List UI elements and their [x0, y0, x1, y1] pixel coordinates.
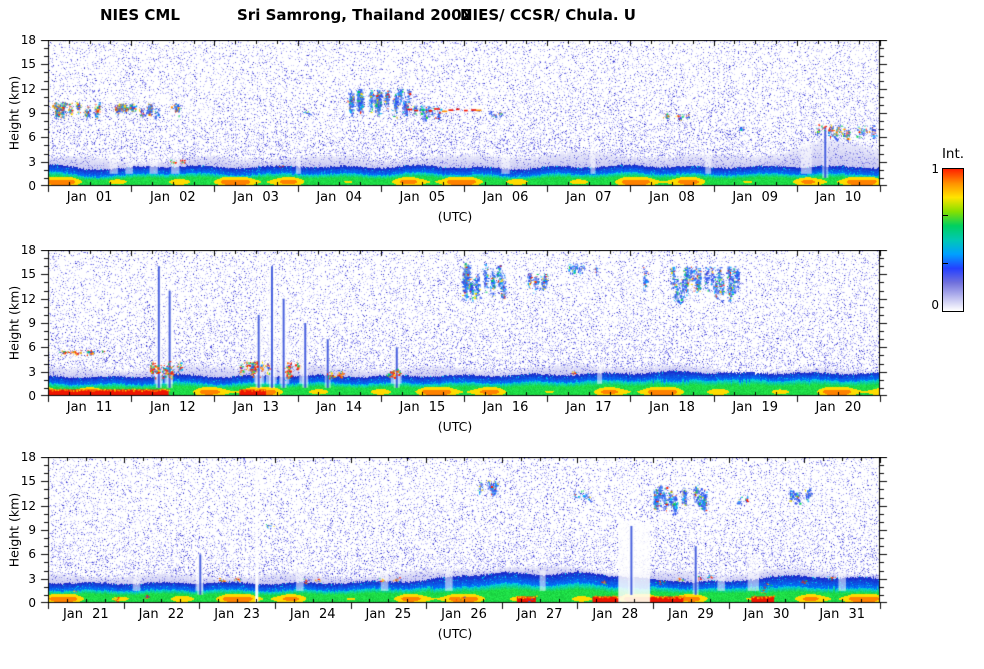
panel-2: 0 3 6 9 12 15 18 Jan 11 Jan 12 Jan 13 Jan 14 Jan 15…	[0, 243, 984, 440]
utc-axis-label: (UTC)	[437, 626, 473, 641]
y-tick-label: 15	[20, 267, 36, 281]
y-tick-label: 6	[28, 340, 36, 354]
x-tick-label: Jan 16	[482, 400, 529, 415]
x-tick-label: Jan 29	[668, 607, 714, 622]
colorbar-gradient	[942, 168, 964, 312]
x-tick-label: Jan 08	[649, 190, 695, 205]
height-axis-label: Height (km)	[6, 285, 22, 361]
x-tick-label: Jan 24	[289, 607, 336, 622]
y-tick-label: 6	[28, 547, 36, 561]
credit-title: NIES/ CCSR/ Chula. U	[460, 6, 636, 24]
y-tick-label: 6	[28, 130, 36, 144]
x-tick-label: Jan 09	[732, 190, 779, 205]
x-tick-label: Jan 27	[516, 607, 563, 622]
y-tick-label: 12	[20, 292, 36, 306]
y-tick-label: 9	[28, 316, 36, 330]
y-tick-label: 12	[20, 82, 36, 96]
y-tick-label: 0	[28, 596, 36, 610]
x-tick-label: Jan 22	[138, 607, 185, 622]
x-tick-label: Jan 20	[815, 400, 862, 415]
utc-axis-label: (UTC)	[437, 209, 473, 224]
y-tick-label: 18	[20, 243, 36, 257]
x-tick-label: Jan 10	[815, 190, 862, 205]
height-axis-label: Height (km)	[6, 75, 22, 151]
y-tick-label: 15	[20, 474, 36, 488]
lidar-heatmap-canvas-panel-2	[40, 250, 888, 403]
colorbar-label: Int.	[941, 146, 965, 162]
y-tick-label: 9	[28, 523, 36, 537]
x-tick-label: Jan 07	[565, 190, 612, 205]
x-tick-label: Jan 02	[149, 190, 196, 205]
x-tick-label: Jan 03	[233, 190, 279, 205]
lidar-heatmap-canvas-panel-1	[40, 40, 888, 193]
x-tick-label: Jan 25	[365, 607, 412, 622]
colorbar-tick	[943, 215, 948, 216]
x-tick-label: Jan 21	[62, 607, 109, 622]
x-tick-label: Jan 30	[743, 607, 790, 622]
y-tick-label: 9	[28, 106, 36, 120]
y-tick-label: 12	[20, 499, 36, 513]
colorbar-max-tick-label: 1	[931, 162, 939, 176]
x-tick-label: Jan 31	[819, 607, 866, 622]
x-tick-label: Jan 23	[214, 607, 260, 622]
y-tick-label: 18	[20, 450, 36, 464]
y-tick-label: 3	[28, 572, 36, 586]
x-tick-label: Jan 14	[316, 400, 363, 415]
colorbar-tick	[943, 263, 948, 264]
x-tick-label: Jan 05	[399, 190, 446, 205]
y-tick-label: 3	[28, 155, 36, 169]
x-tick-label: Jan 15	[399, 400, 446, 415]
x-tick-label: Jan 26	[441, 607, 487, 622]
x-tick-label: Jan 12	[149, 400, 196, 415]
x-tick-label: Jan 13	[233, 400, 279, 415]
x-tick-label: Jan 06	[482, 190, 529, 205]
x-tick-label: Jan 01	[66, 190, 113, 205]
height-axis-label: Height (km)	[6, 492, 22, 568]
y-tick-label: 15	[20, 57, 36, 71]
utc-axis-label: (UTC)	[437, 419, 473, 434]
instrument-name: NIES CML	[100, 6, 180, 24]
colorbar-min-tick-label: 0	[931, 298, 939, 312]
x-tick-label: Jan 19	[732, 400, 779, 415]
y-tick-label: 3	[28, 365, 36, 379]
x-tick-label: Jan 17	[565, 400, 612, 415]
panel-1: 0 3 6 9 12 15 18 Jan 01 Jan 02 Jan 03 Jan 04 Jan 05…	[0, 33, 984, 230]
x-tick-label: Jan 28	[592, 607, 639, 622]
y-tick-label: 0	[28, 389, 36, 403]
colorbar: Int. 1 0	[928, 146, 984, 326]
y-tick-label: 0	[28, 179, 36, 193]
x-tick-label: Jan 11	[66, 400, 113, 415]
y-tick-label: 18	[20, 33, 36, 47]
panel-3: 0 3 6 9 12 15 18 Jan 21 Jan 22 Jan 23 Jan 24 Jan 25…	[0, 450, 984, 647]
site-title: Sri Samrong, Thailand 2002	[237, 6, 472, 24]
x-tick-label: Jan 18	[649, 400, 695, 415]
lidar-heatmap-canvas-panel-3	[40, 457, 888, 610]
x-tick-label: Jan 04	[316, 190, 363, 205]
